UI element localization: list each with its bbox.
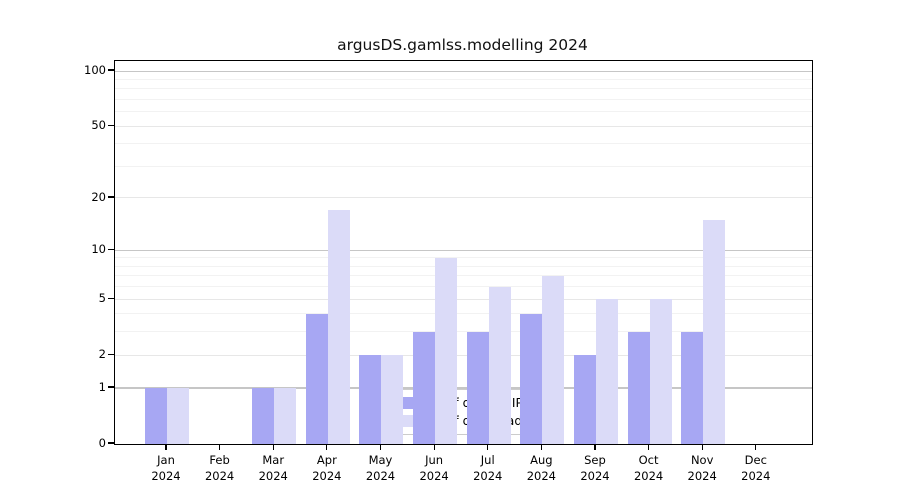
x-axis-tick-mark [755,444,757,450]
bar-downloads-may [381,355,404,444]
gridline-minor [115,78,812,80]
bar-downloads-mar [274,387,297,444]
gridline-minor [115,286,812,288]
x-axis-tick-label: Aug 2024 [526,453,556,483]
x-axis-tick-mark [701,444,703,450]
x-axis-tick-label: Mar 2024 [258,453,288,483]
x-axis-tick-mark [647,444,650,450]
gridline-minor [115,165,812,167]
bar-downloads-aug [542,275,565,444]
gridline-minor [115,257,812,259]
x-axis-tick-label: Oct 2024 [633,453,664,483]
gridline-major [115,125,812,127]
gridline-minor [115,88,812,90]
x-axis-tick-mark [165,444,167,450]
gridline-major [115,387,812,389]
bar-downloads-nov [703,219,726,444]
bar-downloads-jul [488,286,511,444]
bar-distinct-ips-nov [681,331,704,444]
gridline-major [115,354,812,356]
gridline-major [115,249,812,251]
gridline-minor [115,111,812,113]
x-axis-tick-label: Feb 2024 [204,453,235,483]
y-axis-tick-mark [107,297,114,299]
y-axis-tick-label: 100 [84,63,106,77]
bar-downloads-jun [435,257,458,444]
y-axis-tick-mark [107,248,114,250]
bar-downloads-jan [167,387,189,444]
bar-distinct-ips-aug [520,313,543,444]
gridline-minor [115,143,812,145]
bar-distinct-ips-sep [573,355,596,444]
chart-title: argusDS.gamlss.modelling 2024 [337,36,588,54]
y-axis-tick-label: 1 [98,379,106,394]
bar-distinct-ips-jul [466,331,489,444]
bar-distinct-ips-jun [413,331,436,444]
bar-distinct-ips-apr [305,313,328,444]
gridline-minor [115,331,812,333]
y-axis-tick-label: 2 [98,347,106,362]
y-axis-tick-label: 20 [91,189,106,204]
y-axis-tick-label: 50 [91,118,106,133]
x-axis-tick-label: Nov 2024 [687,453,717,483]
bar-distinct-ips-oct [627,331,650,444]
x-axis-tick-label: Apr 2024 [312,453,342,483]
y-axis-tick-mark [107,386,114,388]
y-axis-tick-mark [107,69,114,71]
x-axis-tick-mark [326,444,328,450]
x-axis-tick-mark [379,444,382,450]
bar-downloads-oct [649,299,672,444]
x-axis-tick-label: Sep 2024 [580,453,610,483]
gridline-minor [115,98,812,100]
y-axis-tick-label: 5 [98,291,106,306]
bar-downloads-sep [595,299,618,444]
bar-distinct-ips-may [359,355,382,444]
y-axis-tick-label: 10 [91,242,106,257]
bar-distinct-ips-mar [252,387,275,444]
gridline-major [115,70,812,72]
x-axis-tick-mark [594,444,596,450]
gridline-major [115,298,812,300]
y-axis-tick-mark [107,442,114,444]
plot-area: Nb of distinct IPs Nb of downloads [114,60,813,445]
gridline-minor [115,275,812,277]
x-axis-tick-label: Jan 2024 [151,453,181,483]
x-axis-tick-label: Jun 2024 [419,453,449,483]
y-axis-tick-mark [107,353,114,355]
x-axis-tick-mark [433,444,435,450]
y-axis-tick-mark [107,196,114,198]
gridline-minor [115,265,812,267]
bar-downloads-apr [327,210,350,444]
x-axis-tick-label: Dec 2024 [741,453,771,483]
y-axis-tick-mark [107,124,114,126]
x-axis-tick-label: May 2024 [365,453,396,483]
x-axis-tick-mark [540,444,542,450]
x-axis-tick-mark [487,444,489,450]
x-axis-tick-mark [219,444,221,450]
gridline-major [115,197,812,199]
y-axis-tick-label: 0 [98,436,106,450]
x-axis-tick-label: Jul 2024 [473,453,503,483]
x-axis-tick-mark [272,444,274,450]
gridline-minor [115,313,812,315]
bar-distinct-ips-jan [145,387,167,444]
